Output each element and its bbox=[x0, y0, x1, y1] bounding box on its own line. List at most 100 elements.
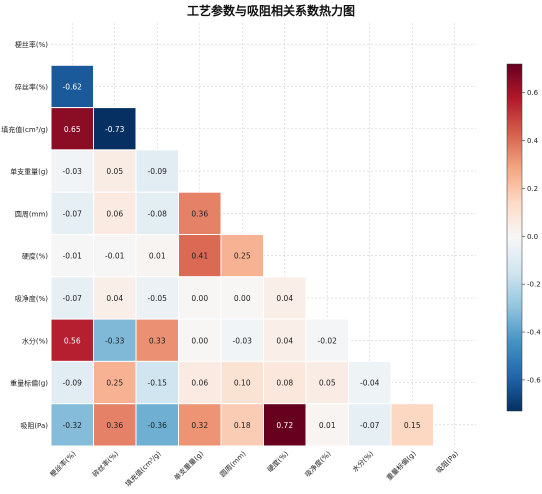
colorbar-tick-label: -0.4 bbox=[527, 329, 541, 337]
heatmap-cell bbox=[178, 318, 222, 362]
cell-value-label: -0.05 bbox=[148, 294, 168, 303]
cell-value-label: 0.15 bbox=[404, 421, 421, 430]
cell-value-label: 0.08 bbox=[276, 379, 293, 388]
y-tick-label: 硬度(%) bbox=[22, 252, 48, 261]
heatmap-cell bbox=[50, 403, 94, 447]
cell-value-label: 0.06 bbox=[191, 379, 208, 388]
colorbar-tick-label: 0.6 bbox=[527, 89, 539, 97]
colorbar-tick-label: 0.2 bbox=[527, 185, 538, 193]
cell-value-label: 0.72 bbox=[276, 421, 293, 430]
heatmap-cell bbox=[178, 191, 222, 235]
cell-value-label: 0.32 bbox=[191, 421, 208, 430]
heatmap-cell bbox=[178, 403, 222, 447]
y-tick-label: 重量标偏(g) bbox=[10, 379, 48, 388]
cell-value-label: -0.09 bbox=[63, 379, 83, 388]
cell-value-label: 0.65 bbox=[64, 125, 81, 134]
cell-value-label: -0.01 bbox=[105, 252, 125, 261]
heatmap-cell bbox=[93, 276, 137, 320]
x-tick-label: 重量标偏(g) bbox=[384, 449, 417, 482]
cell-value-label: 0.36 bbox=[106, 421, 123, 430]
colorbar-gradient bbox=[506, 63, 523, 412]
cell-value-label: -0.36 bbox=[148, 421, 168, 430]
heatmap-cell bbox=[50, 234, 94, 278]
heatmap-cells: -0.62 0.65 -0.73 -0.03 0.05 -0.09 -0.07 0.06 -0.… bbox=[50, 64, 434, 447]
cell-value-label: 0.56 bbox=[64, 336, 81, 345]
heatmap-cell bbox=[135, 234, 179, 278]
heatmap-cell bbox=[263, 360, 307, 405]
cell-value-label: -0.73 bbox=[105, 125, 125, 134]
cell-value-label: -0.07 bbox=[360, 421, 380, 430]
colorbar-tick-label: -0.6 bbox=[527, 376, 541, 384]
cell-value-label: -0.33 bbox=[105, 336, 125, 345]
cell-value-label: -0.02 bbox=[318, 336, 338, 345]
heatmap-cell bbox=[135, 149, 179, 193]
heatmap-cell bbox=[348, 360, 392, 405]
x-tick-label: 硬度(%) bbox=[265, 449, 290, 474]
cell-value-label: 0.00 bbox=[234, 294, 251, 303]
y-tick-label: 圆周(mm) bbox=[15, 210, 48, 218]
cell-value-label: 0.05 bbox=[319, 379, 336, 388]
cell-value-label: 0.04 bbox=[276, 294, 293, 303]
cell-value-label: 0.04 bbox=[276, 336, 293, 345]
y-tick-label: 水分(%) bbox=[22, 336, 48, 345]
cell-value-label: -0.03 bbox=[233, 336, 253, 345]
x-tick-label: 水分(%) bbox=[350, 449, 375, 474]
cell-value-label: -0.08 bbox=[148, 209, 168, 218]
heatmap-cell bbox=[220, 360, 264, 405]
heatmap-cell bbox=[305, 403, 349, 447]
cell-value-label: -0.32 bbox=[63, 421, 83, 430]
x-tick-label: 圆周(mm) bbox=[219, 450, 248, 479]
heatmap-cell bbox=[178, 276, 222, 320]
y-tick-label: 碎丝率(%) bbox=[15, 82, 48, 91]
heatmap-cell bbox=[50, 318, 94, 362]
x-axis-labels: 梗丝率(%) 碎丝率(%) 填充值(cm³/g) 单支重量(g) 圆周(mm) 硬度(%)… bbox=[48, 449, 460, 489]
cell-value-label: 0.06 bbox=[106, 209, 123, 218]
y-tick-label: 填充值(cm³/g) bbox=[1, 125, 48, 134]
cell-value-label: -0.07 bbox=[63, 209, 83, 218]
cell-value-label: 0.10 bbox=[234, 379, 251, 388]
x-tick-label: 填充值(cm³/g) bbox=[123, 449, 163, 489]
y-tick-label: 吸净度(%) bbox=[15, 294, 48, 303]
heatmap-cell bbox=[220, 403, 264, 447]
cell-value-label: -0.04 bbox=[360, 379, 380, 388]
y-tick-label: 梗丝率(%) bbox=[15, 40, 48, 49]
heatmap-cell bbox=[50, 276, 94, 320]
cell-value-label: 0.25 bbox=[106, 379, 123, 388]
x-tick-label: 碎丝率(%) bbox=[90, 449, 120, 479]
heatmap-cell bbox=[135, 403, 179, 447]
heatmap-cell bbox=[348, 403, 392, 447]
cell-value-label: -0.15 bbox=[148, 379, 168, 388]
colorbar: -0.6 -0.4 -0.2 0.0 0.2 0.4 0.6 bbox=[506, 63, 541, 412]
heatmap-cell bbox=[50, 149, 94, 193]
heatmap-cell bbox=[263, 276, 307, 320]
x-tick-label: 梗丝率(%) bbox=[48, 449, 78, 479]
y-tick-label: 吸阻(Pa) bbox=[20, 421, 48, 430]
cell-value-label: 0.01 bbox=[149, 252, 166, 261]
x-tick-label: 吸净度(%) bbox=[303, 449, 333, 479]
colorbar-tick-label: 0.4 bbox=[527, 137, 539, 145]
cell-value-label: 0.33 bbox=[149, 336, 166, 345]
colorbar-tick-label: 0.0 bbox=[527, 233, 538, 241]
cell-value-label: 0.00 bbox=[191, 336, 208, 345]
cell-value-label: 0.18 bbox=[234, 421, 251, 430]
cell-value-label: -0.62 bbox=[63, 82, 83, 91]
y-axis-labels: 梗丝率(%) 碎丝率(%) 填充值(cm³/g) 单支重量(g) 圆周(mm) 硬度(%)… bbox=[1, 40, 48, 430]
heatmap-cell bbox=[50, 191, 94, 235]
cell-value-label: -0.09 bbox=[148, 167, 168, 176]
cell-value-label: -0.03 bbox=[63, 167, 83, 176]
heatmap-cell bbox=[220, 234, 264, 278]
cell-value-label: 0.04 bbox=[106, 294, 123, 303]
cell-value-label: 0.01 bbox=[319, 421, 336, 430]
cell-value-label: 0.25 bbox=[234, 252, 251, 261]
x-tick-label: 吸阻(Pa) bbox=[434, 449, 460, 475]
chart-title: 工艺参数与吸阻相关系数热力图 bbox=[186, 4, 355, 18]
heatmap-cell bbox=[135, 191, 179, 235]
cell-value-label: -0.01 bbox=[63, 252, 83, 261]
cell-value-label: 0.36 bbox=[191, 209, 208, 218]
x-tick-label: 单支重量(g) bbox=[172, 449, 205, 482]
cell-value-label: -0.07 bbox=[63, 294, 83, 303]
cell-value-label: 0.41 bbox=[191, 252, 208, 261]
heatmap-cell bbox=[390, 403, 434, 447]
heatmap-cell bbox=[305, 360, 349, 405]
